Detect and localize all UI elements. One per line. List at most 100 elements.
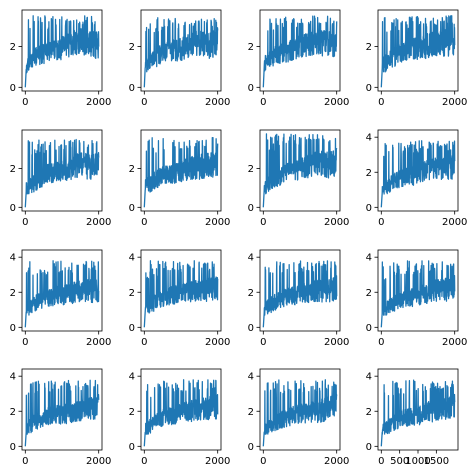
- axes-frame-r3c3: [259, 249, 341, 332]
- y-tick-label-r3c3-2: 4: [248, 253, 254, 264]
- axes-frame-r3c2: [140, 249, 222, 332]
- x-tick-label-r2c3-0: 0: [260, 217, 266, 228]
- x-tick-label-r4c3-0: 0: [260, 456, 266, 467]
- y-tick-label-r2c4-1: 2: [366, 168, 372, 179]
- series-line-r3c1: [24, 260, 100, 328]
- y-tick-label-r4c2-0: 0: [129, 442, 135, 453]
- x-tick-label-r1c2-0: 0: [141, 97, 147, 108]
- axes-frame-r4c1: [21, 368, 103, 451]
- y-tick-label-r3c2-1: 2: [129, 288, 135, 299]
- y-tick-label-r1c1-1: 2: [10, 42, 16, 53]
- series-line-r3c4: [380, 260, 456, 328]
- series-line-r2c1: [24, 138, 100, 208]
- subplot-r3c2: 0 2000 0 2 4: [129, 249, 230, 348]
- y-tick-label-r3c1-1: 2: [10, 288, 16, 299]
- y-tick-label-r4c1-0: 0: [10, 442, 16, 453]
- subplot-r1c2: 0 2000 0 2: [129, 9, 230, 108]
- series-line-r1c3: [262, 15, 338, 88]
- x-tick-label-r2c4-0: 0: [378, 217, 384, 228]
- axes-frame-r4c3: [259, 368, 341, 451]
- y-tick-label-r4c1-1: 2: [10, 407, 16, 418]
- series-line-r4c3: [262, 379, 338, 447]
- axes-frame-r2c1: [21, 129, 103, 212]
- subplot-r2c3: 0 2000 0 2: [248, 129, 349, 228]
- y-tick-label-r4c3-0: 0: [248, 442, 254, 453]
- axes-frame-r2c3: [259, 129, 341, 212]
- series-line-r4c2: [143, 379, 219, 447]
- subplot-r3c4: 0 2000 0 2 4: [366, 249, 467, 348]
- y-tick-label-r3c2-0: 0: [129, 323, 135, 334]
- y-tick-label-r3c3-0: 0: [248, 323, 254, 334]
- y-tick-label-r3c1-0: 0: [10, 323, 16, 334]
- x-tick-label-r1c3-1: 2000: [324, 97, 349, 108]
- series-line-r3c3: [262, 260, 338, 328]
- x-tick-label-r1c3-0: 0: [260, 97, 266, 108]
- series-line-r2c3: [262, 133, 338, 208]
- subplot-r3c3: 0 2000 0 2 4: [248, 249, 349, 348]
- subplot-r2c4: 0 2000 0 2 4: [366, 129, 467, 228]
- x-tick-label-r2c2-0: 0: [141, 217, 147, 228]
- series-line-r3c2: [143, 260, 219, 328]
- y-tick-label-r2c3-0: 0: [248, 203, 254, 214]
- x-tick-label-r2c3-1: 2000: [324, 217, 349, 228]
- y-tick-label-r2c1-0: 0: [10, 203, 16, 214]
- x-tick-label-r3c1-1: 2000: [86, 337, 111, 348]
- y-tick-label-r4c4-1: 2: [366, 407, 372, 418]
- x-tick-label-r3c2-1: 2000: [205, 337, 230, 348]
- subplot-r4c3: 0 2000 0 2 4: [248, 368, 349, 467]
- y-tick-label-r1c4-1: 2: [366, 42, 372, 53]
- x-tick-label-r4c1-1: 2000: [86, 456, 111, 467]
- x-tick-label-r4c4-3: 1500: [424, 456, 449, 467]
- y-tick-label-r1c2-1: 2: [129, 42, 135, 53]
- y-tick-label-r4c4-0: 0: [366, 442, 372, 453]
- axes-frame-r1c4: [377, 9, 459, 92]
- subplot-r3c1: 0 2000 0 2 4: [10, 249, 111, 348]
- y-tick-label-r2c2-1: 2: [129, 164, 135, 175]
- x-tick-label-r3c2-0: 0: [141, 337, 147, 348]
- axes-frame-r3c1: [21, 249, 103, 332]
- x-tick-label-r3c3-1: 2000: [324, 337, 349, 348]
- axes-frame-r2c4: [377, 129, 459, 212]
- x-tick-label-r4c4-1: 500: [390, 456, 409, 467]
- x-tick-label-r2c2-1: 2000: [205, 217, 230, 228]
- x-tick-label-r4c2-1: 2000: [205, 456, 230, 467]
- series-line-r4c4: [380, 379, 456, 447]
- y-tick-label-r4c2-1: 2: [129, 407, 135, 418]
- x-tick-label-r3c4-1: 2000: [442, 337, 467, 348]
- subplot-r4c2: 0 2000 0 2 4: [129, 368, 230, 467]
- x-tick-label-r4c4-0: 0: [378, 456, 384, 467]
- y-tick-label-r3c2-2: 4: [129, 253, 135, 264]
- y-tick-label-r1c4-0: 0: [366, 83, 372, 94]
- axes-frame-r1c3: [259, 9, 341, 92]
- x-tick-label-r1c2-1: 2000: [205, 97, 230, 108]
- series-line-r2c2: [143, 136, 219, 208]
- x-tick-label-r4c4-2: 1000: [405, 456, 430, 467]
- y-tick-label-r3c1-2: 4: [10, 253, 16, 264]
- x-tick-label-r3c4-0: 0: [378, 337, 384, 348]
- y-tick-label-r4c3-2: 4: [248, 372, 254, 383]
- x-tick-label-r4c1-0: 0: [22, 456, 28, 467]
- subplot-r1c1: 0 2000 0 2: [10, 9, 111, 108]
- x-tick-label-r1c1-0: 0: [22, 97, 28, 108]
- series-line-r2c4: [380, 140, 456, 208]
- x-tick-label-r2c1-1: 2000: [86, 217, 111, 228]
- series-line-r1c1: [24, 15, 100, 88]
- x-tick-label-r1c1-1: 2000: [86, 97, 111, 108]
- x-tick-label-r3c1-0: 0: [22, 337, 28, 348]
- subplot-r2c1: 0 2000 0 2: [10, 129, 111, 228]
- y-tick-label-r3c3-1: 2: [248, 288, 254, 299]
- y-tick-label-r1c2-0: 0: [129, 83, 135, 94]
- subplot-r2c2: 0 2000 0 2: [129, 129, 230, 228]
- x-tick-label-r1c4-1: 2000: [442, 97, 467, 108]
- y-tick-label-r4c2-2: 4: [129, 372, 135, 383]
- y-tick-label-r3c4-1: 2: [366, 288, 372, 299]
- x-tick-label-r2c1-0: 0: [22, 217, 28, 228]
- x-tick-label-r3c3-0: 0: [260, 337, 266, 348]
- y-tick-label-r1c3-0: 0: [248, 83, 254, 94]
- axes-frame-r4c2: [140, 368, 222, 451]
- axes-frame-r1c2: [140, 9, 222, 92]
- x-tick-label-r1c4-0: 0: [378, 97, 384, 108]
- y-tick-label-r4c1-2: 4: [10, 372, 16, 383]
